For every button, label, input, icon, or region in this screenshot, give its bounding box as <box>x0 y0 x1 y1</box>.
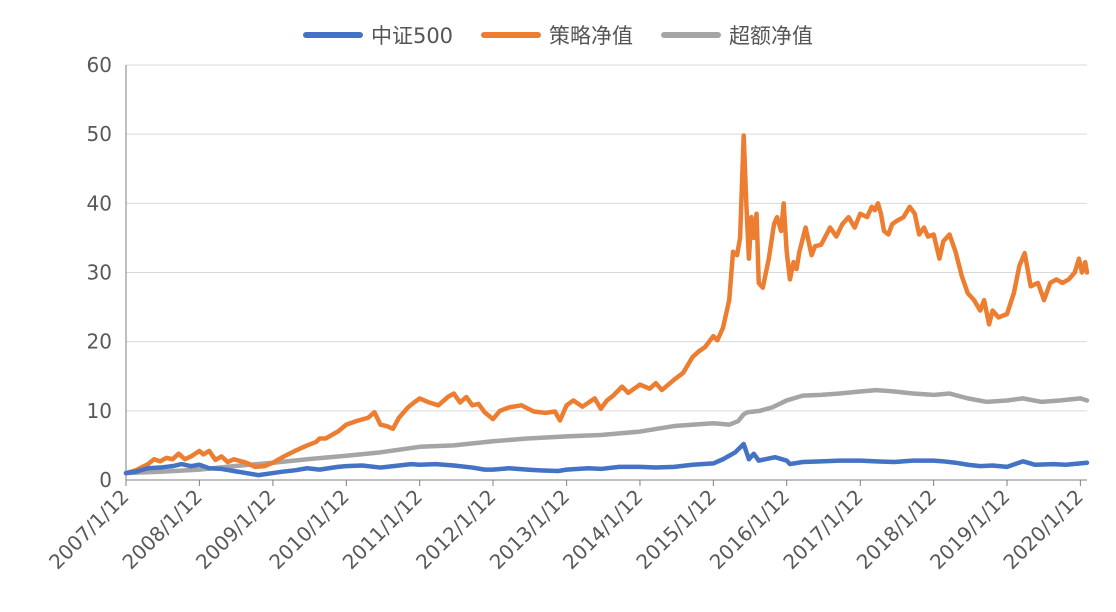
legend-swatch-csi500 <box>302 32 363 38</box>
y-tick-label-50: 50 <box>87 122 112 146</box>
y-tick-label-60: 60 <box>87 53 112 77</box>
legend-label-csi500: 中证500 <box>370 24 454 48</box>
label-layer: 01020304050602007/1/122008/1/122009/1/12… <box>44 53 1088 574</box>
grid-layer <box>126 64 1087 412</box>
legend: 中证500 策略净值 超额净值 <box>0 18 1116 52</box>
legend-item-csi500: 中证500 <box>302 20 454 50</box>
series-layer <box>123 133 1090 478</box>
series-line-0 <box>123 441 1090 478</box>
x-tick-label-13: 2020/1/12 <box>998 485 1087 574</box>
y-tick-label-40: 40 <box>87 191 112 215</box>
series-line-1 <box>123 133 1090 476</box>
y-tick-label-30: 30 <box>87 261 112 285</box>
y-tick-label-20: 20 <box>87 330 112 354</box>
legend-swatch-excess <box>661 32 722 38</box>
y-tick-label-10: 10 <box>87 399 112 423</box>
legend-label-strategy: 策略净值 <box>549 24 634 48</box>
legend-label-excess: 超额净值 <box>729 24 814 48</box>
legend-item-excess: 超额净值 <box>661 20 813 50</box>
legend-swatch-strategy <box>481 32 542 38</box>
legend-item-strategy: 策略净值 <box>481 20 633 50</box>
y-tick-label-0: 0 <box>99 468 112 492</box>
axis-layer <box>125 65 1087 486</box>
series-line-2 <box>123 387 1090 476</box>
